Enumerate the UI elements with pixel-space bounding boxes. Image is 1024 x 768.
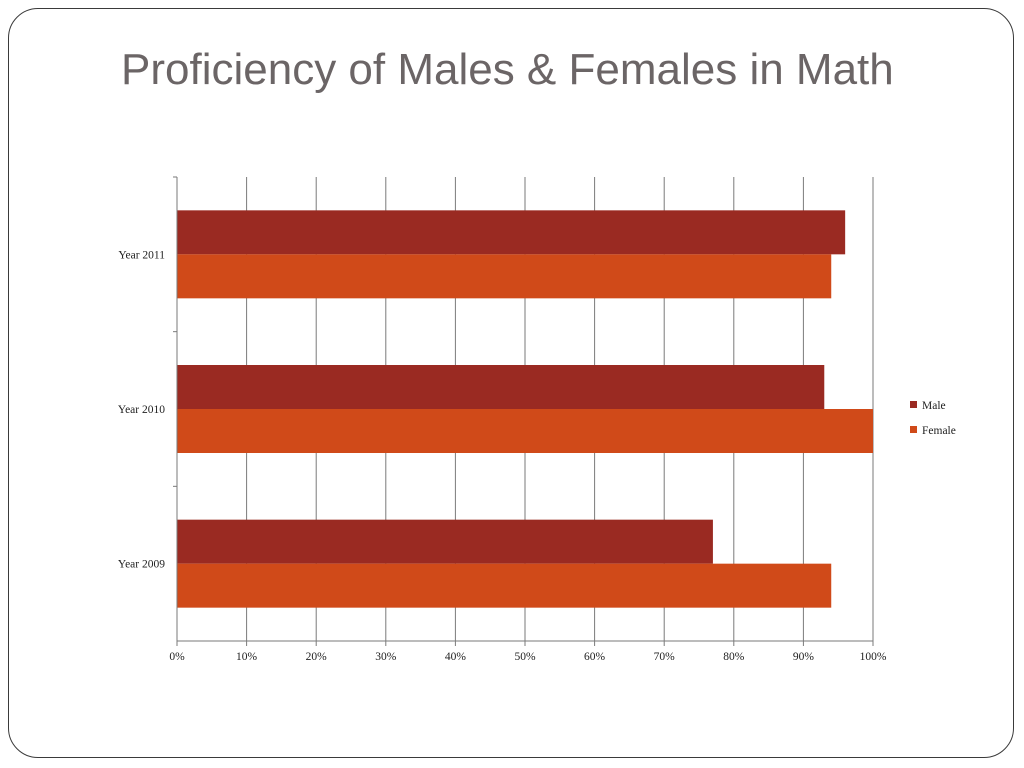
- legend-label-male: Male: [922, 400, 946, 412]
- x-tick-label: 90%: [793, 651, 815, 663]
- y-category-label: Year 2011: [118, 249, 165, 261]
- y-category-label: Year 2010: [118, 404, 165, 416]
- slide-frame: Proficiency of Males & Females in Math: [8, 8, 1014, 758]
- legend: Male Female: [910, 400, 956, 437]
- bar-male: [177, 210, 846, 255]
- legend-label-female: Female: [922, 425, 956, 437]
- x-tick-label: 20%: [306, 651, 328, 663]
- legend-swatch-female: [910, 426, 917, 433]
- y-category-label: Year 2009: [118, 559, 165, 571]
- bars: [177, 210, 873, 608]
- axes: [173, 176, 874, 646]
- bar-female: [177, 563, 832, 608]
- x-tick-label: 30%: [375, 651, 397, 663]
- legend-swatch-male: [910, 401, 917, 408]
- x-tick-label: 0%: [169, 651, 185, 663]
- x-tick-label: 80%: [723, 651, 745, 663]
- x-tick-label: 100%: [860, 651, 887, 663]
- slide-title: Proficiency of Males & Females in Math: [121, 45, 894, 94]
- x-tick-label: 10%: [236, 651, 258, 663]
- bar-male: [177, 519, 713, 564]
- bar-female: [177, 409, 873, 453]
- x-tick-label: 60%: [584, 651, 606, 663]
- x-tick-label: 70%: [654, 651, 676, 663]
- x-tick-label: 50%: [514, 651, 536, 663]
- x-tick-label: 40%: [445, 651, 467, 663]
- axis-labels: 0% 10% 20% 30% 40% 50% 60% 70% 80% 90% 100% Year 20…: [118, 249, 887, 663]
- bar-male: [177, 365, 825, 409]
- bar-female: [177, 254, 832, 299]
